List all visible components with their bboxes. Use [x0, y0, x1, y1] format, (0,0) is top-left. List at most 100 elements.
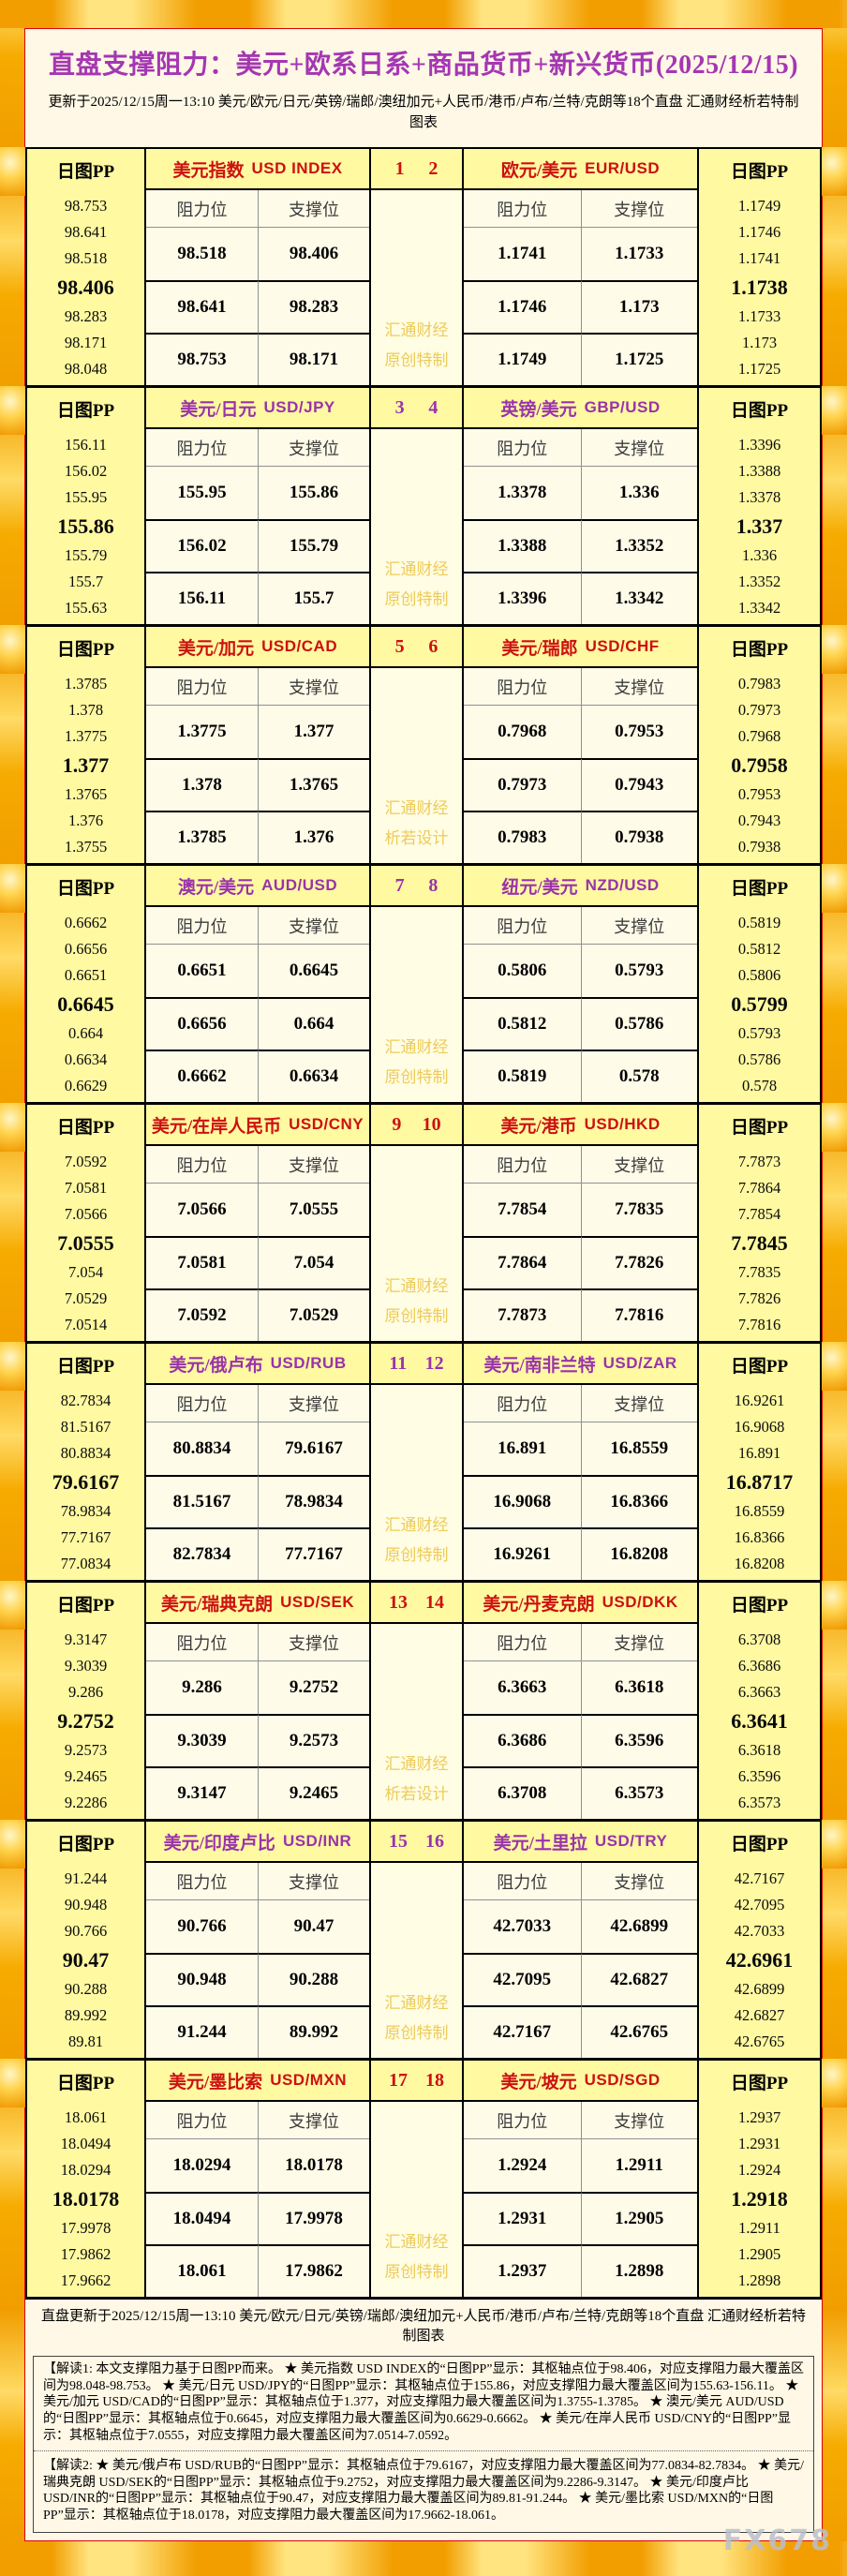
brand-watermark-line2: 原创特制 — [384, 2263, 449, 2281]
support-label: 支撑位 — [580, 1624, 697, 1661]
support-label: 支撑位 — [580, 1146, 697, 1184]
currency-block: 日图PP 9.3147 9.3039 9.286 9.2752 9.2573 9… — [0, 1581, 847, 1822]
support-value: 7.054 — [258, 1236, 369, 1288]
pair-title-right: 美元/丹麦克朗 USD/DKK — [464, 1583, 697, 1624]
pp-value: 98.048 — [64, 359, 108, 378]
pair-name-en: NZD/USD — [585, 876, 660, 894]
brand-watermark-line2: 原创特制 — [384, 1307, 449, 1325]
resistance-value: 90.948 — [146, 1953, 258, 2005]
pair-table-right: 欧元/美元 EUR/USD 阻力位 支撑位 1.1741 1.1733 1.17… — [464, 149, 699, 385]
currency-block: 日图PP 98.753 98.641 98.518 98.406 98.283 … — [0, 147, 847, 388]
gold-square-decor-right — [822, 147, 847, 196]
pp-value: 78.9834 — [60, 1501, 111, 1520]
resistance-label: 阻力位 — [146, 668, 258, 706]
pair-number-left: 7 — [394, 874, 405, 896]
pp-value: 7.7835 — [737, 1262, 781, 1281]
pivot-value: 6.3641 — [731, 1708, 788, 1733]
pair-number-left: 15 — [389, 1830, 408, 1852]
pp-value: 1.1749 — [737, 196, 781, 215]
resistance-label: 阻力位 — [464, 1385, 581, 1422]
resistance-value: 1.1741 — [498, 244, 547, 263]
support-value: 1.3765 — [258, 758, 369, 811]
daily-pp-column-right: 日图PP 16.9261 16.9068 16.891 16.8717 16.8… — [699, 1344, 820, 1580]
pp-values-left: 91.244 90.948 90.766 90.47 90.288 89.992… — [27, 1863, 144, 2058]
pp-value: 9.2465 — [64, 1766, 108, 1785]
gold-square-decor-right — [822, 625, 847, 674]
daily-pp-column-right: 日图PP 1.2937 1.2931 1.2924 1.2918 1.2911 … — [699, 2061, 820, 2297]
pair-name-en: GBP/USD — [584, 398, 661, 416]
pp-value: 156.02 — [64, 461, 108, 480]
pp-value: 0.7983 — [737, 674, 781, 692]
resistance-value: 0.7983 — [464, 811, 581, 863]
support-value: 7.7835 — [580, 1184, 698, 1236]
pivot-value: 18.0178 — [52, 2186, 120, 2211]
pair-name-cn: 美元指数 — [172, 160, 245, 181]
resistance-label: 阻力位 — [146, 1146, 258, 1184]
resistance-value: 0.6656 — [146, 997, 258, 1050]
pp-column-header: 日图PP — [56, 400, 115, 421]
resistance-value: 0.6651 — [177, 960, 227, 980]
brand-watermark-line2: 析若设计 — [384, 1785, 449, 1803]
pair-title-right: 欧元/美元 EUR/USD — [464, 149, 697, 190]
pair-table-right: 美元/土里拉 USD/TRY 阻力位 支撑位 42.7033 42.6899 4… — [464, 1822, 699, 2058]
pp-value: 1.3775 — [64, 726, 108, 745]
support-label: 支撑位 — [258, 1863, 369, 1900]
support-value: 0.7938 — [580, 811, 697, 863]
pivot-value: 42.6961 — [725, 1947, 794, 1972]
support-value: 1.3352 — [580, 519, 697, 572]
pp-values-left: 156.11 156.02 155.95 155.86 155.79 155.7… — [27, 429, 144, 624]
pp-value: 90.288 — [64, 1979, 108, 1998]
pp-value: 89.81 — [67, 2032, 104, 2050]
pp-value: 42.7095 — [734, 1895, 785, 1913]
support-label: 支撑位 — [258, 429, 369, 467]
support-label: 支撑位 — [580, 2102, 697, 2139]
pp-value: 89.992 — [64, 2005, 108, 2024]
gold-square-decor-left — [0, 864, 25, 913]
resistance-value: 7.0566 — [177, 1199, 227, 1219]
pair-table-left: 美元/加元 USD/CAD 阻力位 支撑位 1.3775 1.377 1.378… — [146, 627, 371, 863]
pp-value: 1.3388 — [737, 461, 781, 480]
pair-number-right: 4 — [428, 396, 438, 418]
gold-square-decor-right — [822, 386, 847, 435]
pp-value: 17.9862 — [60, 2244, 111, 2263]
pp-value: 1.1746 — [737, 222, 781, 241]
pair-table-right: 美元/丹麦克朗 USD/DKK 阻力位 支撑位 6.3663 6.3618 6.… — [464, 1583, 699, 1819]
pp-value: 1.1733 — [737, 306, 781, 325]
resistance-value: 6.3686 — [464, 1714, 581, 1766]
pp-values-right: 7.7873 7.7864 7.7854 7.7845 7.7835 7.782… — [699, 1146, 820, 1341]
brand-watermark-line2: 原创特制 — [384, 1546, 449, 1564]
pair-title-right: 纽元/美元 NZD/USD — [464, 866, 697, 907]
pivot-value: 1.2918 — [731, 2186, 788, 2211]
pp-values-right: 1.2937 1.2931 1.2924 1.2918 1.2911 1.290… — [699, 2102, 820, 2297]
currency-block: 日图PP 82.7834 81.5167 80.8834 79.6167 78.… — [0, 1342, 847, 1583]
pp-value: 0.6651 — [64, 965, 108, 984]
support-value: 1.1725 — [580, 333, 697, 385]
pair-name-en: USD/INR — [282, 1832, 352, 1850]
support-value: 0.7953 — [580, 706, 698, 758]
resistance-value: 91.244 — [146, 2005, 258, 2058]
support-label: 支撑位 — [580, 907, 697, 945]
support-value: 1.2905 — [580, 2192, 697, 2244]
pair-name-en: USD/MXN — [270, 2071, 348, 2089]
pivot-value: 98.406 — [57, 275, 114, 299]
pair-name-cn: 欧元/美元 — [500, 160, 578, 181]
pivot-value: 1.377 — [62, 752, 110, 777]
daily-pp-column-right: 日图PP 1.3396 1.3388 1.3378 1.337 1.336 1.… — [699, 388, 820, 624]
pp-value: 77.0834 — [60, 1554, 111, 1572]
support-label: 支撑位 — [258, 2102, 369, 2139]
pivot-value: 7.0555 — [57, 1230, 114, 1255]
pair-name-cn: 美元/加元 — [177, 638, 255, 659]
brand-watermark-line1: 汇通财经 — [384, 560, 449, 578]
pivot-value: 90.47 — [62, 1947, 110, 1972]
resistance-label: 阻力位 — [464, 429, 581, 467]
pp-value: 0.5786 — [737, 1050, 781, 1068]
daily-pp-column-left: 日图PP 156.11 156.02 155.95 155.86 155.79 … — [27, 388, 146, 624]
support-value: 98.406 — [258, 228, 369, 280]
pair-number-left: 3 — [394, 396, 405, 418]
pp-value: 6.3686 — [737, 1656, 781, 1675]
pair-title-left: 美元/墨比索 USD/MXN — [146, 2061, 369, 2102]
pp-value: 0.6656 — [64, 939, 108, 958]
pp-value: 0.7938 — [737, 837, 781, 856]
pair-name-cn: 英镑/美元 — [500, 399, 577, 420]
pair-table-left: 美元/印度卢比 USD/INR 阻力位 支撑位 90.766 90.47 90.… — [146, 1822, 371, 2058]
